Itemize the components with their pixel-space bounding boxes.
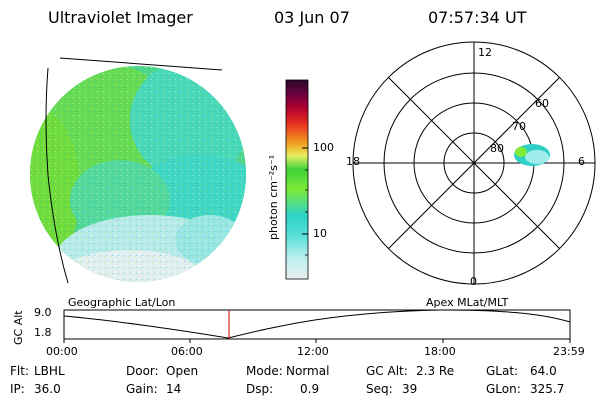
mode-label: Mode: [246,364,283,378]
mlt-label-6: 6 [578,155,585,168]
strip-ytick-9: 9.0 [34,306,52,319]
mode-value: Normal [286,364,330,378]
strip-xtick-0600: 06:00 [171,345,203,358]
mlt-label-18: 18 [346,155,360,168]
gc-alt-value: 2.3 Re [416,364,455,378]
strip-xtick-1800: 18:00 [424,345,456,358]
altitude-trace [63,309,571,339]
seq-value: 39 [402,382,418,396]
dsp-value: 0.9 [300,382,320,396]
earth-disk-image [30,66,246,282]
glat-value: 64.0 [530,364,557,378]
filter-label: Flt: [10,364,29,378]
strip-xtick-1200: 12:00 [297,345,329,358]
strip-xtick-2359: 23:59 [553,345,585,358]
mlt-label-0: 0 [470,275,477,288]
glon-value: 325.7 [530,382,565,396]
altitude-strip-frame [63,309,571,340]
door-value: Open [166,364,199,378]
gc-alt-label: GC Alt: [366,364,408,378]
strip-ytick-1-8: 1.8 [34,326,52,339]
coord-system-right: Apex MLat/MLT [426,296,509,309]
colorbar-tick-10: 10 [313,227,327,240]
coord-system-left: Geographic Lat/Lon [68,296,176,309]
colorbar-unit-label: photon cm⁻²s⁻¹ [267,155,280,240]
strip-xtick-0000: 00:00 [46,345,78,358]
door-label: Door: [126,364,159,378]
mlat-label-70: 70 [512,120,526,133]
ip-label: IP: [10,382,25,396]
colorbar-tick-100: 100 [313,141,334,154]
ip-value: 36.0 [34,382,61,396]
polar-plot [352,41,596,285]
instrument-title: Ultraviolet Imager [48,8,193,27]
mlat-label-80: 80 [490,142,504,155]
mlt-label-12: 12 [478,46,492,59]
aurora-oval-patch [514,144,550,166]
glat-label: GLat: [486,364,519,378]
horizon-line [59,57,223,71]
strip-axis-title: GC Alt [12,310,25,345]
terminator-line [45,67,69,284]
colorbar [285,79,309,280]
filter-value: LBHL [34,364,65,378]
dsp-label: Dsp: [246,382,274,396]
image-date: 03 Jun 07 [274,8,350,27]
glon-label: GLon: [486,382,521,396]
seq-label: Seq: [366,382,393,396]
gain-label: Gain: [126,382,158,396]
mlat-label-60: 60 [535,97,549,110]
image-time: 07:57:34 UT [428,8,527,27]
gain-value: 14 [166,382,182,396]
